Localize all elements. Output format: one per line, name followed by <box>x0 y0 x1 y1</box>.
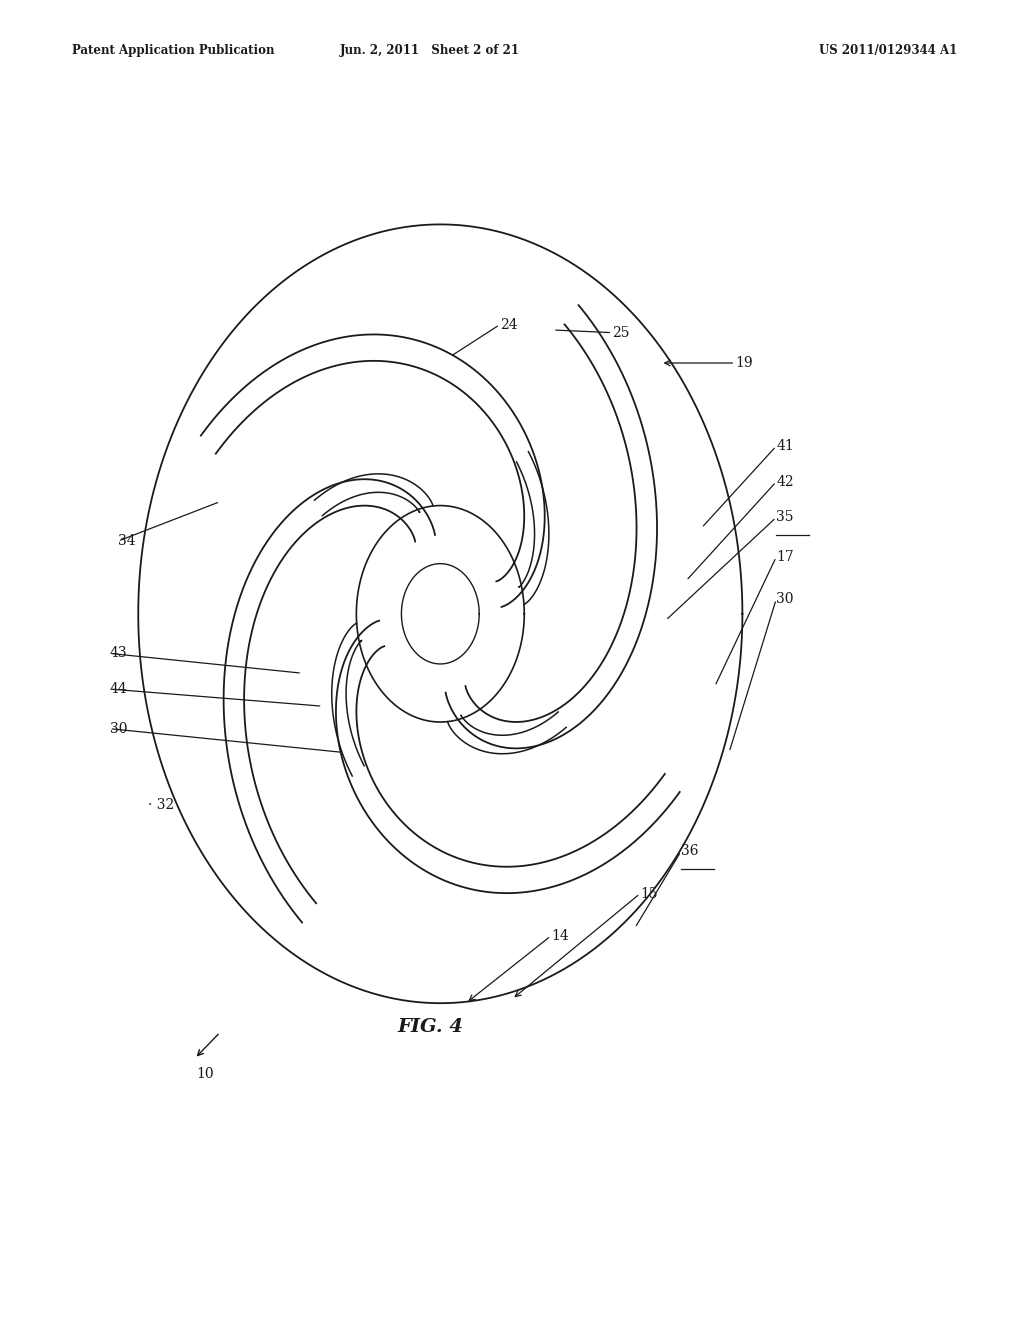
Text: 34: 34 <box>118 535 135 548</box>
Text: 43: 43 <box>110 647 127 660</box>
Text: 19: 19 <box>735 356 753 370</box>
Text: 30: 30 <box>110 722 127 735</box>
Text: 17: 17 <box>776 550 794 564</box>
Text: 36: 36 <box>681 845 698 858</box>
Text: 14: 14 <box>551 929 568 942</box>
Text: 25: 25 <box>612 326 630 339</box>
Text: 10: 10 <box>196 1068 214 1081</box>
Text: 30: 30 <box>776 593 794 606</box>
Text: 24: 24 <box>500 318 517 331</box>
Text: Jun. 2, 2011   Sheet 2 of 21: Jun. 2, 2011 Sheet 2 of 21 <box>340 44 520 57</box>
Text: Patent Application Publication: Patent Application Publication <box>72 44 274 57</box>
Text: · 32: · 32 <box>148 799 175 812</box>
Text: 44: 44 <box>110 682 127 696</box>
Text: FIG. 4: FIG. 4 <box>397 1018 463 1036</box>
Text: US 2011/0129344 A1: US 2011/0129344 A1 <box>819 44 957 57</box>
Text: 35: 35 <box>776 511 794 524</box>
Text: 15: 15 <box>640 887 657 900</box>
Text: 42: 42 <box>776 475 794 488</box>
Text: 41: 41 <box>776 440 794 453</box>
